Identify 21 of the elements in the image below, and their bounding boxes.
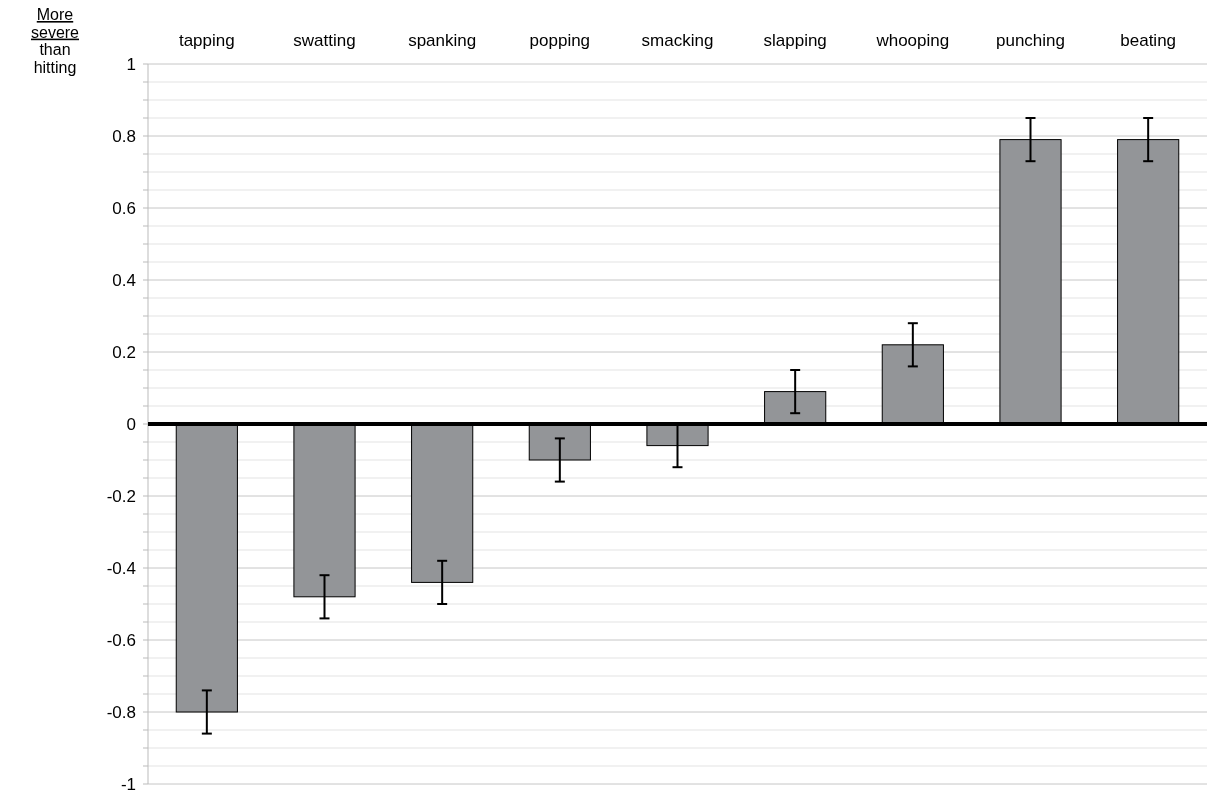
y-tick-label: 1 [126, 54, 136, 74]
x-tick-label: whooping [875, 31, 950, 50]
y-axis-title: More severe than hitting [30, 6, 80, 76]
x-tick-label: smacking [641, 31, 714, 50]
y-tick-label: 0.2 [112, 342, 136, 362]
y-tick-label: -0.6 [106, 630, 136, 650]
x-tick-label: beating [1120, 31, 1177, 50]
x-tick-label: slapping [763, 31, 827, 50]
x-tick-label: popping [529, 31, 591, 50]
y-tick-label: -0.4 [106, 558, 136, 578]
x-tick-label: swatting [293, 31, 356, 50]
y-tick-label: -0.8 [106, 702, 136, 722]
y-tick-label: -1 [120, 774, 136, 790]
y-tick-label: -0.2 [106, 486, 136, 506]
y-tick-label: 0.6 [112, 198, 136, 218]
x-tick-label: tapping [178, 31, 235, 50]
x-tick-label: spanking [408, 31, 477, 50]
y-tick-label: 0.8 [112, 126, 136, 146]
y-tick-label: 0.4 [112, 270, 136, 290]
x-tick-label: punching [995, 31, 1066, 50]
y-tick-label: 0 [126, 414, 136, 434]
